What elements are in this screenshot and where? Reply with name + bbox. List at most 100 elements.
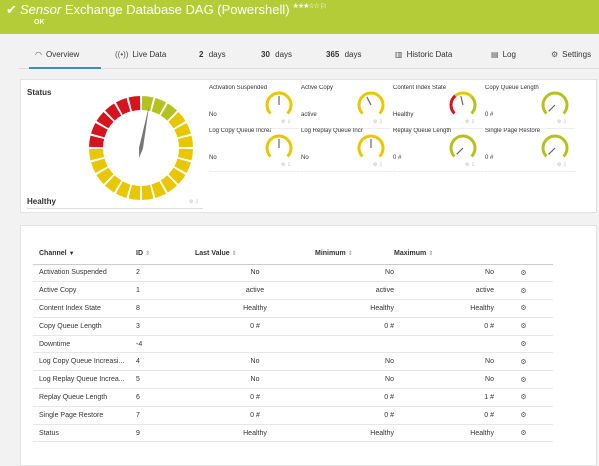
channel-settings-icon[interactable]: ⚙ <box>520 430 527 438</box>
gauge-arc-segment <box>541 91 569 115</box>
gauge-dial <box>541 134 569 162</box>
cell-maximum: 1 # <box>394 388 494 407</box>
gauge-copy-queue-length[interactable]: Copy Queue Length 0 # ⚙ ⇩ <box>485 85 575 129</box>
gauge-settings-icon[interactable]: ⚙ ⇩ <box>557 162 568 168</box>
table-row[interactable]: Content Index State 8 Healthy Healthy Health… <box>33 299 553 318</box>
live-data-icon: ((•)) <box>115 50 129 59</box>
gauge-single-page-restore[interactable]: Single Page Restore 0 # ⚙ ⇩ <box>485 128 575 172</box>
channel-settings-icon[interactable]: ⚙ <box>520 305 527 313</box>
cell-maximum: No <box>394 352 494 372</box>
tab-settings[interactable]: ⚙ Settings <box>551 42 591 68</box>
channel-settings-icon[interactable]: ⚙ <box>520 394 527 402</box>
check-icon: ✔ <box>6 2 17 17</box>
gauge-settings-icon[interactable]: ⚙ ⇩ <box>373 119 384 125</box>
column-header-last-value[interactable]: Last Value ⇕ <box>195 244 315 265</box>
gauge-arc-segment <box>357 91 385 115</box>
channel-settings-icon[interactable]: ⚙ <box>520 269 527 277</box>
gauge-settings-icon[interactable]: ⚙ ⇩ <box>557 119 568 125</box>
cell-actions: ⚙ <box>494 352 553 372</box>
gauge-content-index-state[interactable]: Content Index State Healthy ⚙ ⇩ <box>393 85 483 129</box>
tab-2-days[interactable]: 2 days <box>199 42 226 68</box>
cell-channel[interactable]: Single Page Restore <box>33 406 136 425</box>
cell-id: 3 <box>136 317 195 336</box>
cell-channel[interactable]: Active Copy <box>33 281 136 301</box>
gauge-log-replay-queue-incr[interactable]: Log Replay Queue Incr... No ⚙ ⇩ <box>301 128 391 172</box>
cell-actions: ⚙ <box>494 335 553 354</box>
table-row[interactable]: Log Copy Queue Increasi... 4 No No No ⚙ <box>33 352 553 372</box>
table-header-row: Channel ▼ ID ⇕ Last Value ⇕ Minimum ⇕ Maximu… <box>33 244 553 265</box>
flag-icon[interactable]: ⚐ <box>319 2 328 11</box>
status-gauge[interactable] <box>87 94 195 202</box>
cell-actions: ⚙ <box>494 424 553 443</box>
table-row[interactable]: Status 9 Healthy Healthy Healthy ⚙ <box>33 424 553 443</box>
tab-live-data[interactable]: ((•)) Live Data <box>115 42 166 68</box>
cell-channel[interactable]: Log Copy Queue Increasi... <box>33 352 136 372</box>
table-row[interactable]: Log Replay Queue Increa... 5 No No No ⚙ <box>33 370 553 390</box>
sort-icon[interactable]: ⇕ <box>145 251 151 258</box>
tab-365-days[interactable]: 365 days <box>326 42 362 68</box>
sort-desc-icon[interactable]: ▼ <box>68 251 75 258</box>
channel-settings-icon[interactable]: ⚙ <box>520 358 527 366</box>
gauge-settings-icon[interactable]: ⚙ ⇩ <box>281 119 292 125</box>
column-header-channel[interactable]: Channel ▼ <box>33 244 136 265</box>
gauge-replay-queue-length[interactable]: Replay Queue Length 0 # ⚙ ⇩ <box>393 128 483 172</box>
tab-overview[interactable]: ◠ Overview <box>29 42 101 69</box>
channel-settings-icon[interactable]: ⚙ <box>520 376 527 384</box>
tab-30-days[interactable]: 30 days <box>261 42 292 68</box>
tab-historic-data[interactable]: ▥ Historic Data <box>395 42 452 68</box>
sort-icon[interactable]: ⇕ <box>347 251 353 258</box>
gauge-value: No <box>209 112 217 118</box>
cell-channel[interactable]: Replay Queue Length <box>33 388 136 407</box>
status-gauge-segment <box>91 122 108 138</box>
table-row[interactable]: Active Copy 1 active active active ⚙ <box>33 281 553 301</box>
gauge-activation-suspended[interactable]: Activation Suspended No ⚙ ⇩ <box>209 85 299 129</box>
gauge-log-copy-queue-increa[interactable]: Log Copy Queue Increa... No ⚙ ⇩ <box>209 128 299 172</box>
cell-last-value <box>195 335 315 354</box>
gauge-dial <box>449 134 477 162</box>
gauge-dial <box>265 134 293 162</box>
sensor-name: Exchange Database DAG (Powershell) <box>64 2 290 17</box>
sort-icon[interactable]: ⇕ <box>231 251 237 258</box>
tab-label: Live Data <box>132 50 167 59</box>
cell-channel[interactable]: Activation Suspended <box>33 264 136 283</box>
gauge-dial <box>541 91 569 119</box>
column-header-maximum[interactable]: Maximum ⇕ <box>394 244 494 265</box>
channel-settings-icon[interactable]: ⚙ <box>520 341 527 349</box>
gauge-label: Log Copy Queue Increa... <box>209 128 271 134</box>
cell-id: 5 <box>136 370 195 390</box>
gauge-settings-icon[interactable]: ⚙ ⇩ <box>465 162 476 168</box>
table-row[interactable]: Copy Queue Length 3 0 #0 #0 # ⚙ <box>33 317 553 336</box>
cell-channel[interactable]: Log Replay Queue Increa... <box>33 370 136 390</box>
gauge-settings-icon[interactable]: ⚙ ⇩ <box>281 162 292 168</box>
priority-stars-icon[interactable]: ★★★☆☆ <box>292 3 320 10</box>
channel-settings-icon[interactable]: ⚙ <box>520 323 527 331</box>
gauge-dial <box>357 91 385 119</box>
column-header-minimum[interactable]: Minimum ⇕ <box>315 244 394 265</box>
sort-icon[interactable]: ⇕ <box>428 251 434 258</box>
gauge-active-copy[interactable]: Active Copy active ⚙ ⇩ <box>301 85 391 129</box>
channel-settings-icon[interactable]: ⚙ <box>520 412 527 420</box>
channel-settings-icon[interactable]: ⚙ <box>520 287 527 295</box>
cell-channel[interactable]: Copy Queue Length <box>33 317 136 336</box>
table-row[interactable]: Replay Queue Length 6 0 #0 #1 # ⚙ <box>33 388 553 407</box>
gauge-value: 0 # <box>393 155 402 161</box>
column-header-id[interactable]: ID ⇕ <box>136 244 195 265</box>
tab-label: Historic Data <box>406 50 453 59</box>
gear-icon: ⚙ <box>551 50 559 59</box>
gauge-settings-icon[interactable]: ⚙ ⇩ <box>465 119 476 125</box>
cell-channel[interactable]: Downtime <box>33 335 136 354</box>
gauge-settings-icon[interactable]: ⚙ ⇩ <box>189 199 200 205</box>
gauge-arc-segment <box>265 91 293 115</box>
status-gauge-segment <box>115 181 131 198</box>
table-row[interactable]: Single Page Restore 7 0 #0 #0 # ⚙ <box>33 406 553 425</box>
channel-table: Channel ▼ ID ⇕ Last Value ⇕ Minimum ⇕ Maximu… <box>33 244 553 443</box>
gauge-settings-icon[interactable]: ⚙ ⇩ <box>373 162 384 168</box>
cell-channel[interactable]: Content Index State <box>33 299 136 318</box>
gauge-value: Healthy <box>393 112 414 118</box>
gauge-needle <box>548 104 556 112</box>
table-row[interactable]: Downtime -4 ⚙ <box>33 335 553 354</box>
tab-log[interactable]: ▤ Log <box>491 42 516 68</box>
status-gauge-segment <box>151 98 167 115</box>
cell-channel[interactable]: Status <box>33 424 136 443</box>
table-row[interactable]: Activation Suspended 2 No No No ⚙ <box>33 264 553 283</box>
